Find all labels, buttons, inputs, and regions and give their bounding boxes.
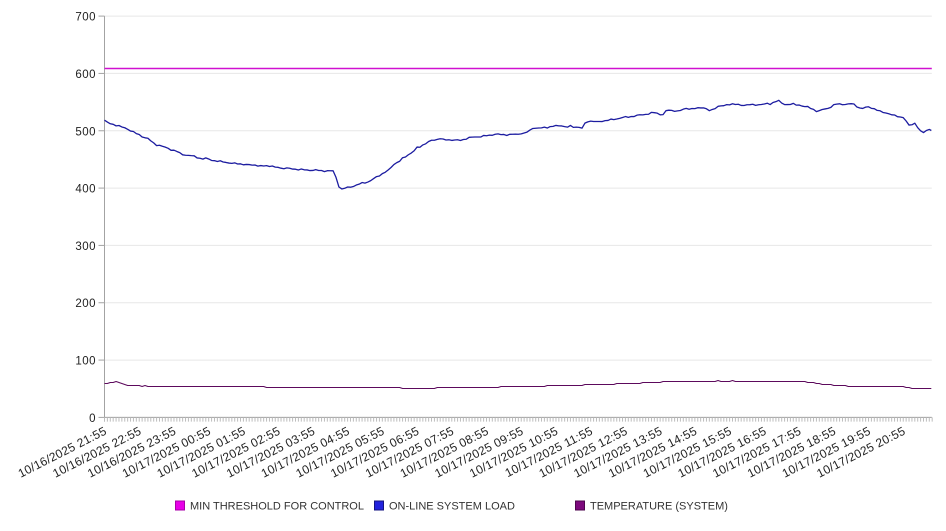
- svg-text:ON-LINE SYSTEM LOAD: ON-LINE SYSTEM LOAD: [389, 501, 515, 513]
- svg-text:400: 400: [75, 184, 96, 196]
- svg-text:MIN THRESHOLD FOR CONTROL: MIN THRESHOLD FOR CONTROL: [190, 501, 364, 513]
- svg-text:700: 700: [75, 12, 96, 24]
- svg-text:100: 100: [75, 356, 96, 368]
- svg-text:200: 200: [75, 298, 96, 310]
- svg-text:500: 500: [75, 126, 96, 138]
- svg-text:0: 0: [89, 413, 96, 425]
- svg-text:300: 300: [75, 241, 96, 253]
- svg-text:600: 600: [75, 69, 96, 81]
- svg-text:TEMPERATURE (SYSTEM): TEMPERATURE (SYSTEM): [590, 501, 728, 513]
